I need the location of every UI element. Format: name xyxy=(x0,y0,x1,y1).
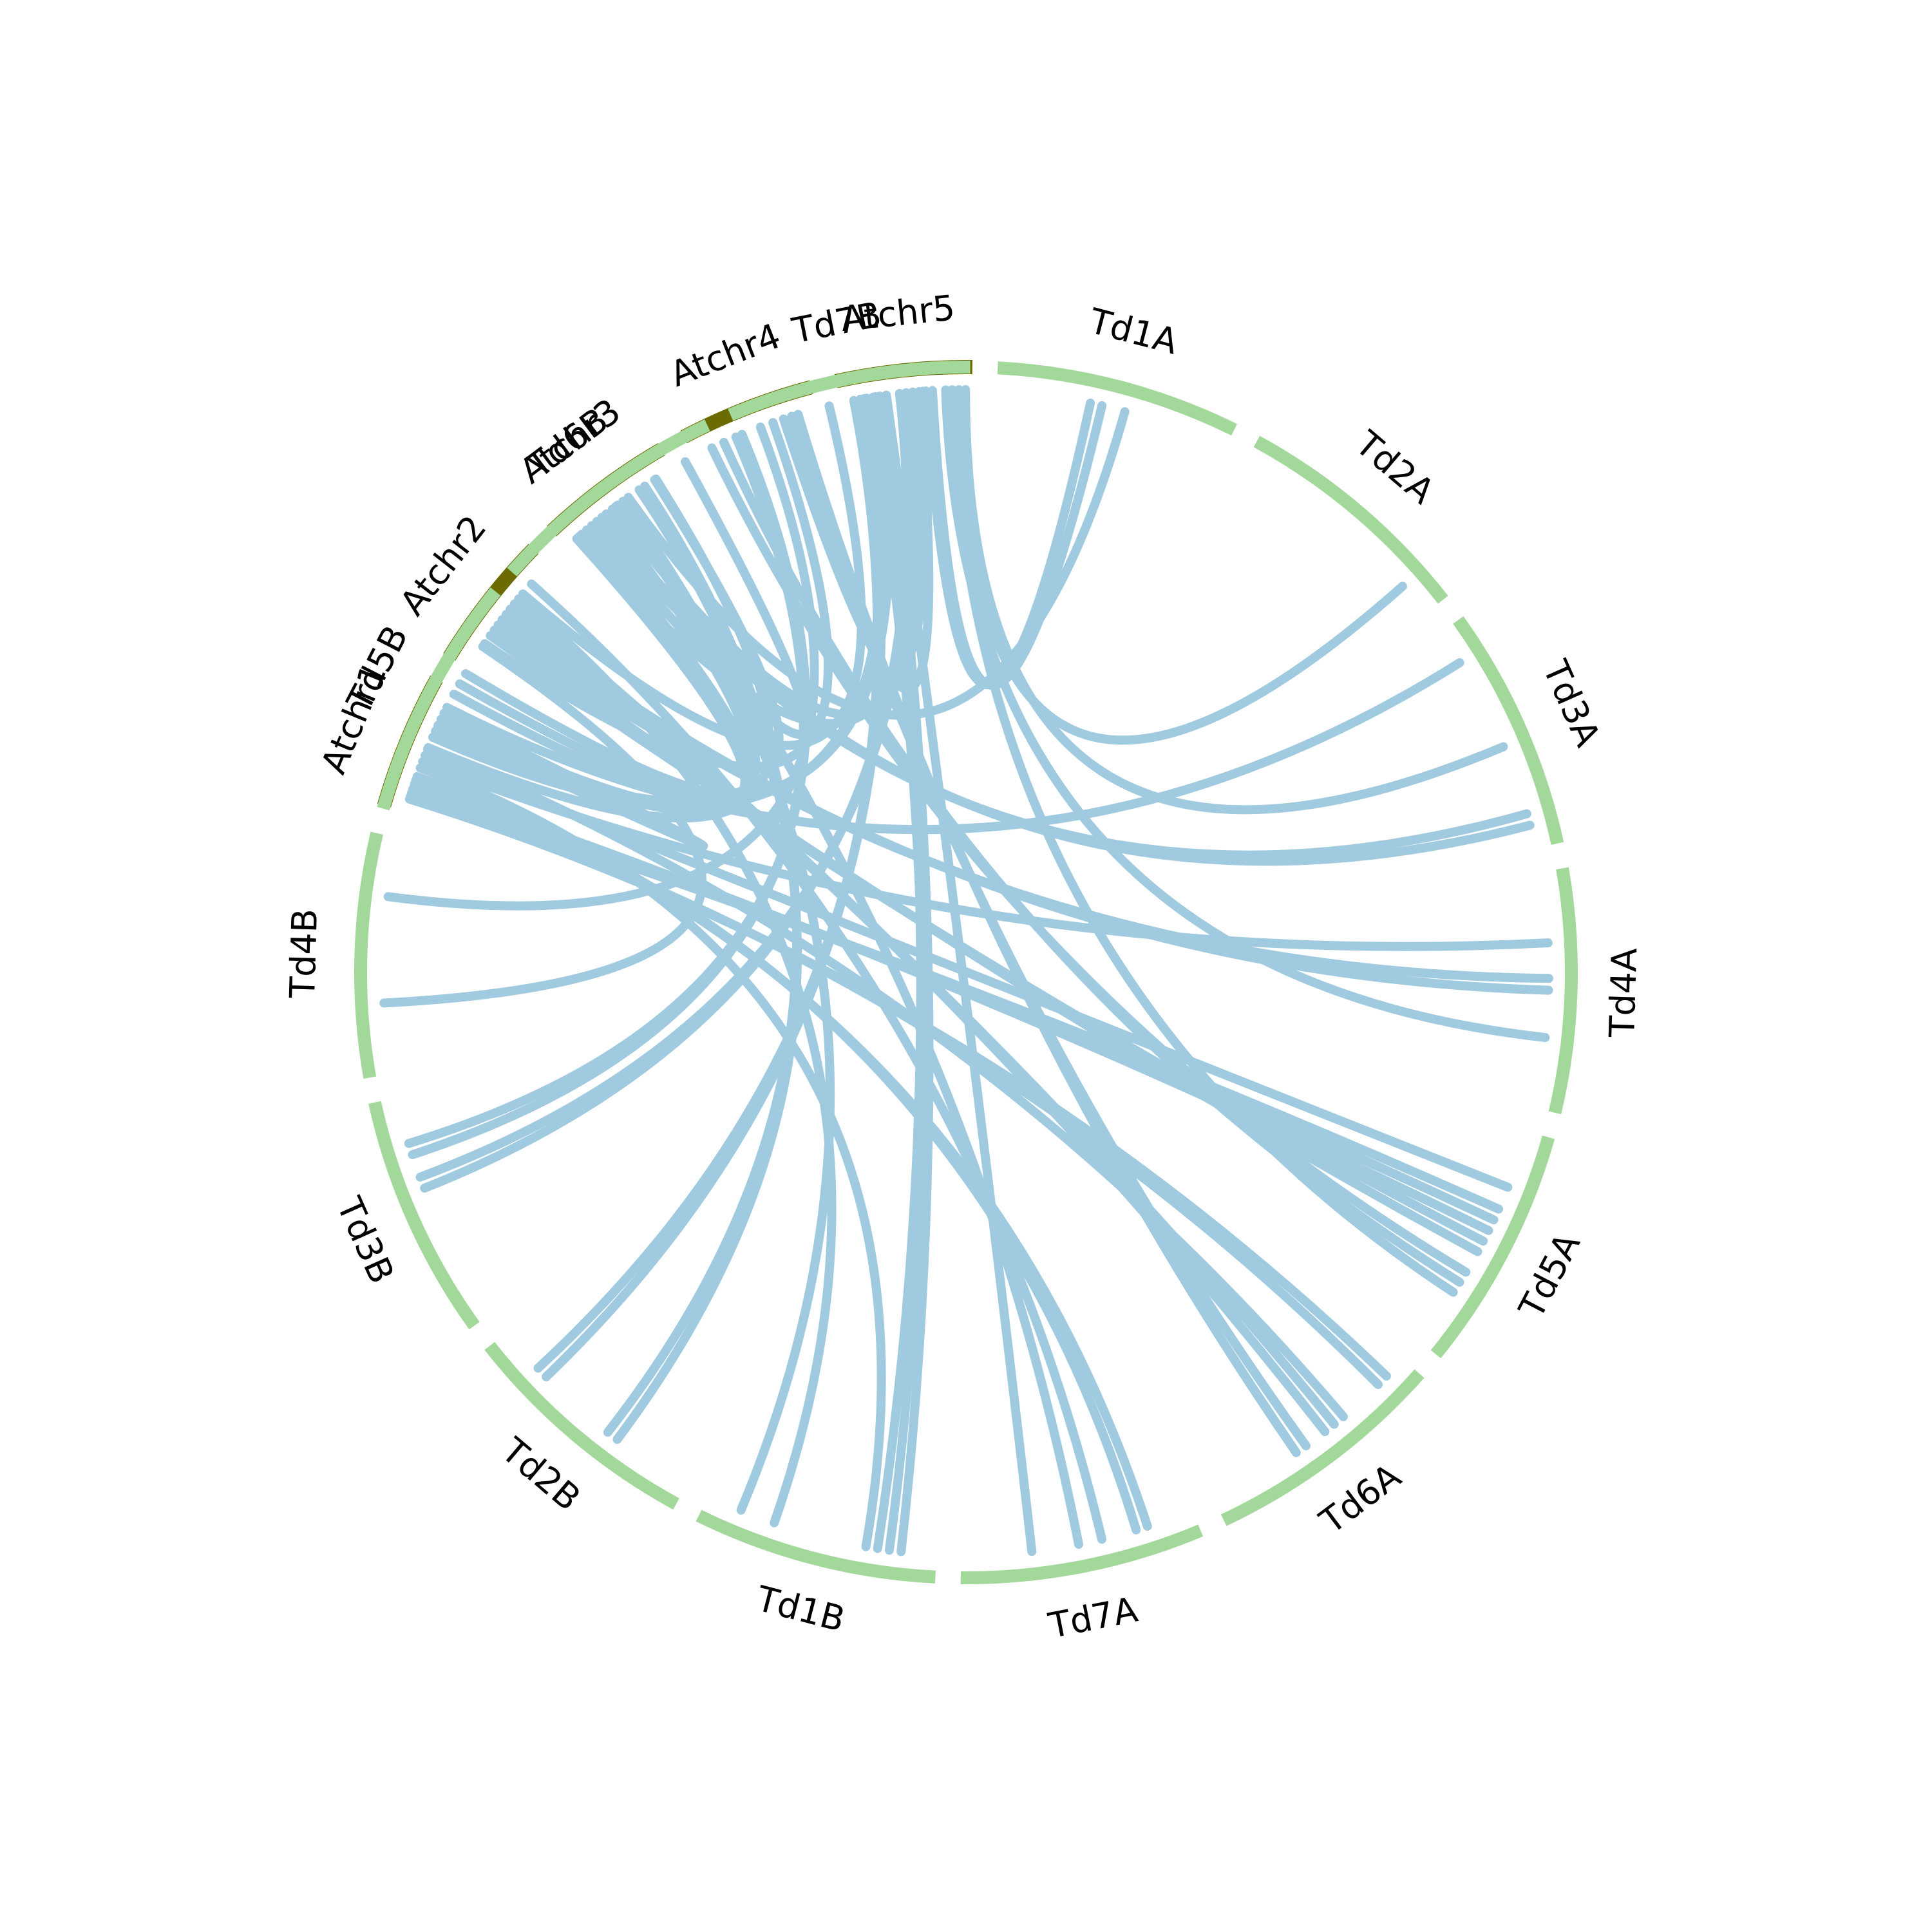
synteny-link xyxy=(527,579,1106,1544)
synteny-link xyxy=(779,386,934,694)
chromosome-label-td7b: Td7B xyxy=(788,294,884,351)
chromosome-arcs xyxy=(354,360,1578,1584)
chromosome-label-td5b: Td5B xyxy=(339,619,416,717)
synteny-link xyxy=(618,497,835,1515)
synteny-links xyxy=(379,385,1553,1557)
chromosome-arc-td5b xyxy=(377,587,501,811)
synteny-link xyxy=(379,641,706,1008)
synteny-link xyxy=(411,775,1152,1531)
chromosome-label-td6a: Td6A xyxy=(1312,1455,1408,1542)
chromosome-arc-td6b xyxy=(507,419,710,576)
synteny-link xyxy=(383,422,819,911)
chromosome-label-td2a: Td2A xyxy=(1347,422,1442,511)
chromosome-arc-td5a xyxy=(1430,1135,1555,1359)
synteny-link xyxy=(433,708,708,851)
chromosome-label-td2b: Td2B xyxy=(493,1430,588,1519)
synteny-link xyxy=(793,410,1301,1457)
chromosome-arc-td2a xyxy=(1253,435,1448,604)
chromosome-arc-td3b xyxy=(368,1101,480,1330)
synteny-link xyxy=(603,481,802,1437)
chromosome-arc-td7b xyxy=(728,361,971,421)
synteny-link xyxy=(404,430,811,1148)
chromosome-arc-td7a xyxy=(960,1524,1204,1584)
chromosome-arc-td1a xyxy=(997,361,1237,436)
chromosome-arc-td1b xyxy=(696,1510,936,1584)
synteny-link xyxy=(954,385,1407,745)
synteny-link xyxy=(574,387,924,728)
chromosome-arc-td4a xyxy=(1548,867,1578,1115)
chromosome-arc-td6a xyxy=(1220,1369,1425,1526)
synteny-link xyxy=(415,388,917,1182)
synteny-link xyxy=(424,474,774,823)
synteny-link xyxy=(947,385,1458,1297)
synteny-link xyxy=(869,392,925,1553)
synteny-link xyxy=(509,600,1330,1436)
chromosome-arc-td2b xyxy=(484,1341,679,1510)
chromosome-label-td1b: Td1B xyxy=(752,1578,849,1640)
chromosome-label-td3b: Td3B xyxy=(328,1191,402,1289)
synteny-link xyxy=(480,418,833,772)
synteny-link xyxy=(533,395,886,1373)
synteny-link xyxy=(514,594,837,1528)
chromosome-label-td4b: Td4B xyxy=(282,908,325,999)
synteny-link xyxy=(415,763,886,1551)
chromosome-label-td4a: Td4A xyxy=(1602,947,1645,1038)
chromosome-label-td3a: Td3A xyxy=(1535,654,1608,752)
synteny-link xyxy=(961,385,1508,815)
chromosome-label-td7a: Td7A xyxy=(1045,1589,1141,1647)
chromosome-label-td5a: Td5A xyxy=(1511,1227,1588,1325)
chromosome-label-td1a: Td1A xyxy=(1084,300,1182,362)
chromosome-label-atchr4: Atchr4 xyxy=(665,316,786,395)
chromosome-arc-td3a xyxy=(1453,616,1564,845)
chromosome-arc-td4b xyxy=(354,831,383,1079)
synteny-link xyxy=(623,407,1130,720)
